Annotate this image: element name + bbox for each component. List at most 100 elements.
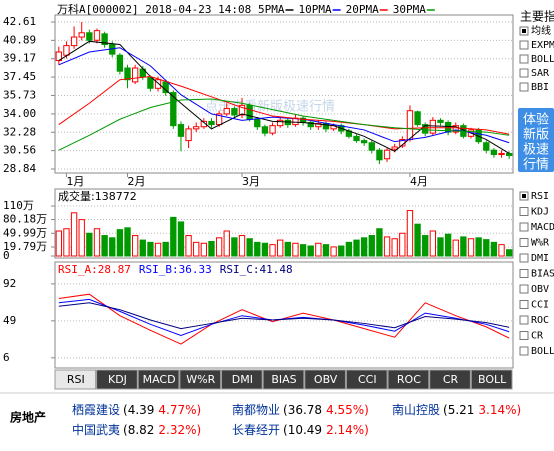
option-label: SAR bbox=[531, 68, 550, 79]
volume-bar bbox=[208, 240, 215, 257]
checkbox[interactable] bbox=[519, 315, 529, 325]
volume-bar bbox=[315, 242, 322, 257]
y-tick-label: 92 bbox=[3, 277, 16, 290]
indicator-tab[interactable] bbox=[429, 369, 471, 390]
checkbox[interactable] bbox=[519, 82, 529, 92]
stock-name: 南山控股 bbox=[392, 402, 440, 417]
legend-label: 10PMA bbox=[299, 3, 332, 16]
indicator-tab-label: BOLL bbox=[478, 373, 507, 386]
candle-body bbox=[185, 128, 192, 142]
y-tick-label: 30.56 bbox=[3, 144, 36, 157]
indicator-tab-label: W%R bbox=[186, 373, 215, 386]
sector-stock[interactable]: 栖霞建设 (4.39 4.77%) bbox=[72, 402, 201, 417]
sector-stock[interactable]: 南都物业 (36.78 4.55%) bbox=[232, 402, 369, 417]
y-tick-label: 34.00 bbox=[3, 107, 36, 120]
volume-bar bbox=[498, 244, 505, 257]
volume-bar bbox=[78, 219, 85, 257]
volume-bar bbox=[284, 241, 291, 257]
indicator-tab[interactable] bbox=[54, 369, 97, 390]
button-label: 行情 bbox=[523, 158, 549, 173]
stock-name: 南都物业 bbox=[232, 402, 280, 417]
indicator-tab[interactable] bbox=[387, 369, 430, 390]
checkbox[interactable] bbox=[519, 331, 529, 340]
volume-bar bbox=[231, 237, 238, 257]
y-tick-label: 32.28 bbox=[3, 125, 36, 138]
option-label: ROC bbox=[531, 315, 549, 326]
indicator-tab[interactable] bbox=[262, 369, 305, 390]
stock-change: 2.32%) bbox=[158, 423, 201, 437]
volume-frame bbox=[54, 188, 514, 259]
candle-body bbox=[223, 108, 230, 115]
volume-bar bbox=[483, 239, 490, 257]
candle-body bbox=[452, 125, 459, 133]
indicator-tab[interactable] bbox=[96, 369, 138, 390]
legend-label: RSI_C:41.48 bbox=[220, 263, 293, 276]
checkbox[interactable] bbox=[519, 253, 529, 263]
volume-bar bbox=[93, 228, 101, 257]
indicator-tab[interactable] bbox=[345, 369, 388, 390]
candle-body bbox=[422, 124, 429, 134]
checkbox[interactable] bbox=[519, 54, 529, 64]
candle-body bbox=[261, 126, 269, 134]
button-label: 极速 bbox=[523, 143, 549, 158]
indicator-tab[interactable] bbox=[179, 369, 222, 390]
option-label: KDJ bbox=[531, 207, 549, 218]
indicator-tab[interactable] bbox=[221, 369, 263, 390]
new-version-button[interactable] bbox=[518, 108, 554, 172]
stock-header: 万科A[000002] 2018-04-23 14:08 bbox=[57, 2, 251, 16]
option-label: BOLL bbox=[531, 346, 554, 357]
volume-bar bbox=[452, 239, 459, 257]
checkbox[interactable] bbox=[519, 207, 529, 216]
candle-body bbox=[154, 79, 162, 89]
volume-bar bbox=[154, 242, 162, 257]
volume-bar bbox=[292, 242, 299, 257]
checkbox[interactable] bbox=[519, 68, 529, 78]
volume-bar bbox=[467, 238, 475, 257]
y-tick-label: 49 bbox=[3, 314, 16, 327]
volume-bar bbox=[170, 216, 177, 257]
checkbox[interactable] bbox=[519, 269, 529, 278]
candle-body bbox=[70, 36, 78, 47]
indicator-tab[interactable] bbox=[470, 369, 513, 390]
sector-stock[interactable]: 中国武夷 (8.82 2.32%) bbox=[72, 422, 201, 437]
legend-label: RSI_A:28.87 bbox=[58, 263, 131, 276]
volume-bar bbox=[86, 232, 93, 257]
indicator-tab[interactable] bbox=[137, 369, 180, 390]
option-label: OBV bbox=[531, 284, 549, 295]
checkbox[interactable] bbox=[519, 238, 529, 247]
legend-label: 5PMA bbox=[258, 3, 285, 16]
checkbox[interactable] bbox=[519, 346, 529, 356]
sector-stock[interactable]: 南山控股 (5.21 3.14%) bbox=[392, 402, 521, 417]
y-tick-label: 19.79万 bbox=[3, 240, 47, 253]
y-tick-label: 49.99万 bbox=[3, 226, 47, 239]
candle-body bbox=[506, 152, 513, 157]
checkbox[interactable] bbox=[519, 40, 529, 50]
indicator-tab[interactable] bbox=[304, 369, 346, 390]
candle-body bbox=[315, 123, 322, 128]
side-title: 主要指 bbox=[520, 9, 554, 24]
candle-body bbox=[147, 77, 154, 89]
checkbox[interactable] bbox=[519, 300, 529, 309]
volume-bar bbox=[429, 230, 437, 257]
volume-bar bbox=[368, 235, 375, 257]
candle-body bbox=[93, 30, 101, 41]
candle-body bbox=[353, 135, 360, 142]
stock-change: 3.14%) bbox=[478, 403, 521, 417]
volume-bar bbox=[116, 229, 124, 257]
volume-bar bbox=[193, 241, 200, 257]
sector-stock[interactable]: 长春经开 (10.49 2.14%) bbox=[232, 423, 369, 437]
volume-bar bbox=[223, 230, 230, 257]
candle-body bbox=[277, 119, 284, 127]
y-tick-label: 0 bbox=[3, 249, 10, 262]
option-label: CCI bbox=[531, 300, 549, 311]
candle-body bbox=[246, 104, 253, 120]
volume-bar bbox=[215, 237, 223, 257]
candle-body bbox=[383, 149, 391, 160]
checkbox[interactable] bbox=[519, 222, 529, 232]
checkbox[interactable] bbox=[519, 284, 529, 294]
volume-bar bbox=[437, 237, 444, 257]
candle-body bbox=[414, 111, 421, 126]
indicator-tab-label: OBV bbox=[314, 373, 338, 386]
stock-change: 4.55%) bbox=[326, 403, 369, 417]
